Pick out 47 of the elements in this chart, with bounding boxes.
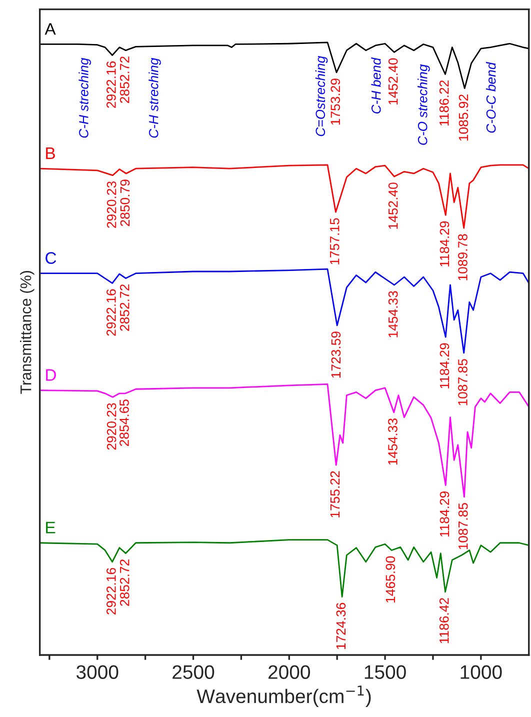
annotation: C-O-C bend <box>486 62 496 133</box>
x-axis-title: Wavenumber(cm$^{−1}$) <box>196 686 371 707</box>
annotation: 1724.36 <box>336 602 346 650</box>
annotation: 1186.42 <box>439 598 449 644</box>
x-tick-label: 2000 <box>268 665 310 679</box>
annotation: 1089.78 <box>458 234 468 280</box>
annotation: 1757.15 <box>330 218 340 264</box>
annotation: 1454.33 <box>388 291 398 338</box>
annotation: 1452.40 <box>388 58 398 104</box>
series-label: B <box>46 148 55 160</box>
x-tick-label: 3000 <box>76 665 118 679</box>
annotation: C-H streching <box>78 58 91 138</box>
annotation: 2922.16 <box>106 568 116 614</box>
annotation: 1723.59 <box>331 332 341 378</box>
annotation: 2850.79 <box>120 180 130 226</box>
annotation: 2852.72 <box>120 284 130 331</box>
annotation: 1186.22 <box>439 80 449 126</box>
annotation: C-H streching <box>148 58 161 138</box>
annotation: 2922.16 <box>106 289 116 336</box>
series-label: A <box>44 23 56 35</box>
annotation: 1085.92 <box>458 94 468 141</box>
x-tick-label: 1000 <box>460 665 502 679</box>
x-tick-label: 2500 <box>172 665 214 679</box>
annotation: 1087.85 <box>458 359 468 406</box>
series-label: E <box>46 522 56 534</box>
annotation: 2920.23 <box>106 181 116 228</box>
annotation: 1454.33 <box>388 418 398 465</box>
x-tick-label: 1500 <box>364 665 406 679</box>
annotation: 1184.29 <box>440 221 450 266</box>
annotation: 1753.29 <box>330 78 340 125</box>
annotation: 2920.23 <box>106 403 116 450</box>
series-label: C <box>46 252 56 264</box>
annotation: C=Ostreching <box>315 56 328 136</box>
series-label: D <box>46 369 56 381</box>
annotation: 1184.29 <box>440 343 450 388</box>
annotation: C-O streching <box>418 64 430 145</box>
annotation: 1087.85 <box>458 503 468 550</box>
annotation: 1465.90 <box>386 556 396 602</box>
annotation: 2852.72 <box>120 560 130 606</box>
annotation: 2852.72 <box>120 56 130 103</box>
y-axis-title: Transmittance (%) <box>20 270 34 394</box>
annotation: 2854.65 <box>120 400 129 446</box>
annotation: C-H bend <box>371 57 381 114</box>
annotation: 2922.16 <box>106 61 116 108</box>
annotation: 1184.29 <box>440 491 450 537</box>
annotation: 1755.22 <box>330 471 340 518</box>
annotation: 1452.40 <box>388 182 398 229</box>
